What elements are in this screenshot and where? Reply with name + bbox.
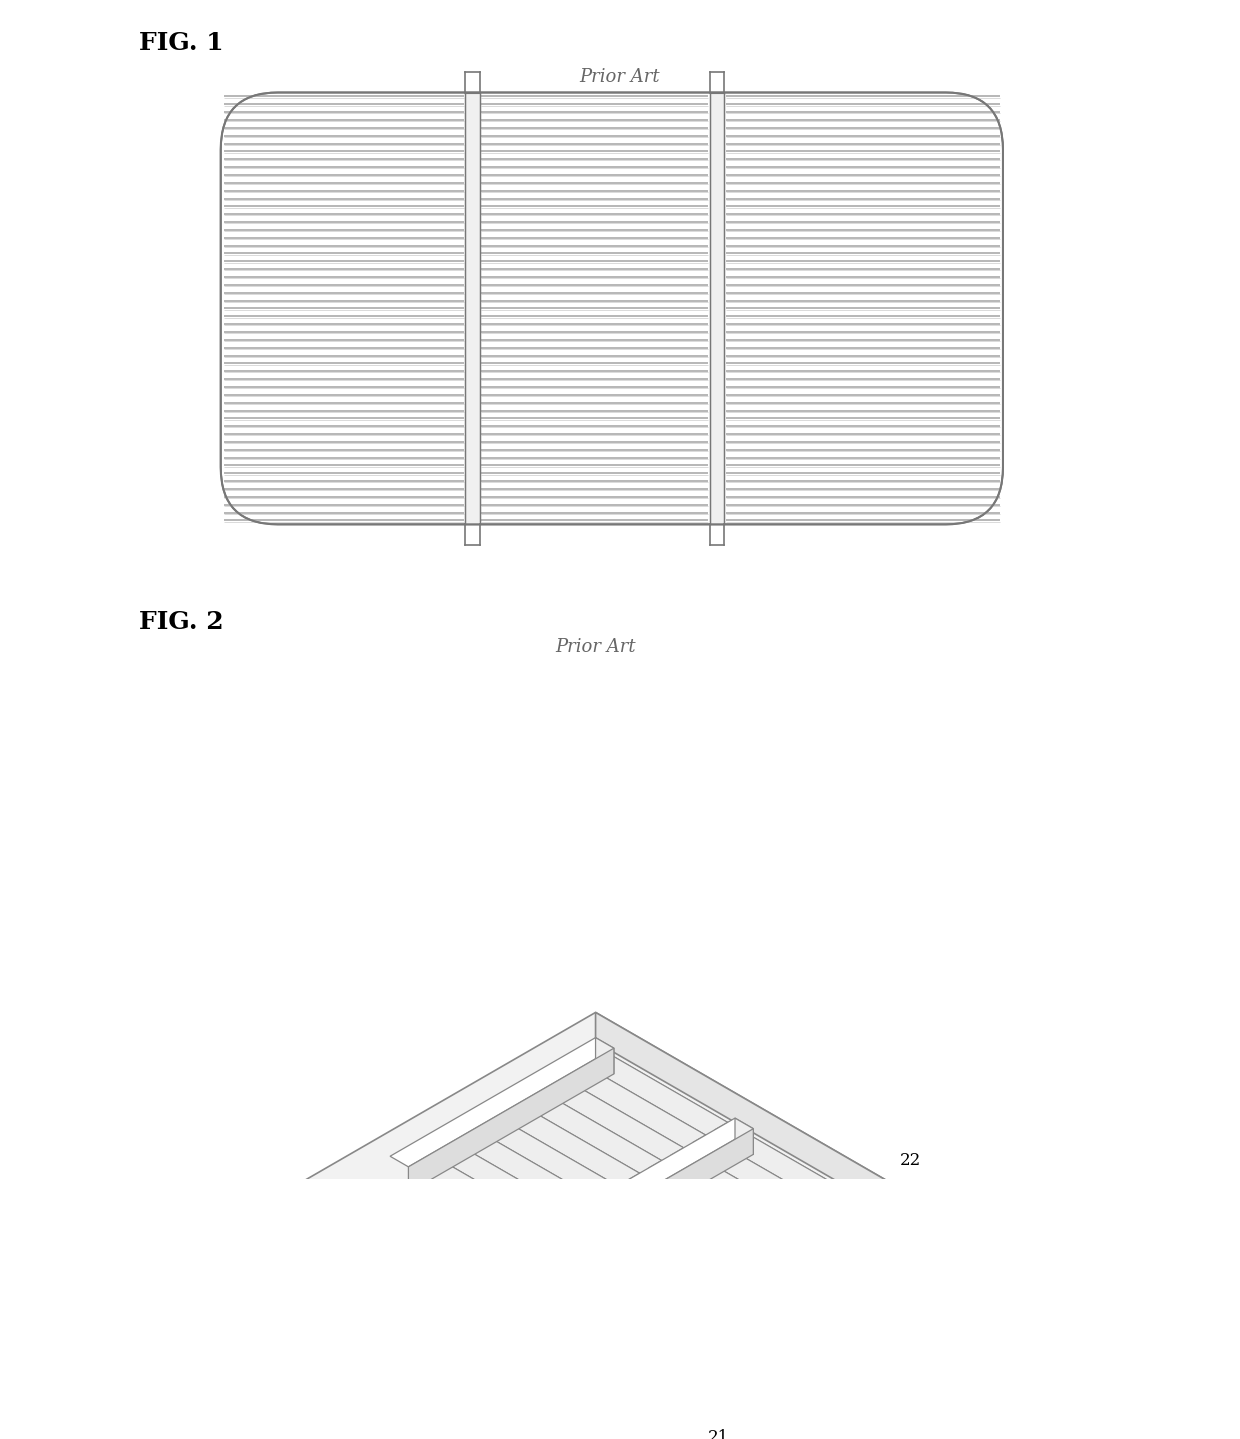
Polygon shape <box>832 1216 846 1249</box>
Polygon shape <box>671 1148 683 1181</box>
Polygon shape <box>746 1132 867 1229</box>
Text: 22: 22 <box>900 1153 921 1170</box>
Polygon shape <box>626 1173 640 1206</box>
Polygon shape <box>461 1128 595 1206</box>
Polygon shape <box>595 1038 614 1073</box>
Polygon shape <box>538 1225 552 1258</box>
Polygon shape <box>601 1209 735 1286</box>
Polygon shape <box>529 1118 754 1248</box>
Polygon shape <box>854 1203 867 1236</box>
Polygon shape <box>430 1154 552 1249</box>
Bar <box>465 92 480 524</box>
Polygon shape <box>475 1128 595 1225</box>
Polygon shape <box>714 1122 728 1156</box>
Polygon shape <box>563 1078 683 1173</box>
Polygon shape <box>584 1065 706 1161</box>
Polygon shape <box>702 1158 823 1253</box>
Polygon shape <box>622 1196 756 1274</box>
Polygon shape <box>453 1141 574 1238</box>
Polygon shape <box>678 1305 691 1338</box>
Polygon shape <box>712 1145 846 1223</box>
Polygon shape <box>557 1235 691 1312</box>
Polygon shape <box>733 1132 867 1210</box>
Polygon shape <box>496 1117 618 1212</box>
Polygon shape <box>595 1013 962 1253</box>
Polygon shape <box>594 1052 728 1130</box>
Polygon shape <box>766 1253 779 1286</box>
Polygon shape <box>484 1117 618 1193</box>
Polygon shape <box>724 1145 846 1242</box>
Polygon shape <box>418 1154 552 1232</box>
Polygon shape <box>591 1222 713 1318</box>
Polygon shape <box>667 1171 801 1249</box>
Polygon shape <box>440 1141 574 1219</box>
Polygon shape <box>744 1266 756 1299</box>
Polygon shape <box>789 1240 801 1274</box>
Polygon shape <box>583 1199 595 1232</box>
Polygon shape <box>693 1135 706 1168</box>
Polygon shape <box>649 1160 662 1193</box>
Polygon shape <box>541 1091 662 1186</box>
Polygon shape <box>658 1184 779 1279</box>
Polygon shape <box>810 1229 823 1262</box>
Text: FIG. 2: FIG. 2 <box>139 610 224 635</box>
Polygon shape <box>701 1292 713 1325</box>
Polygon shape <box>391 1038 614 1167</box>
Polygon shape <box>303 1013 962 1394</box>
Polygon shape <box>645 1184 779 1261</box>
FancyBboxPatch shape <box>221 92 1003 524</box>
Polygon shape <box>680 1171 801 1266</box>
Polygon shape <box>874 1199 893 1235</box>
Polygon shape <box>548 1128 754 1274</box>
Polygon shape <box>722 1279 735 1312</box>
Polygon shape <box>560 1212 574 1245</box>
Text: FIG. 1: FIG. 1 <box>139 32 224 55</box>
Polygon shape <box>636 1196 756 1292</box>
Bar <box>709 92 724 524</box>
Polygon shape <box>606 1052 728 1148</box>
Polygon shape <box>689 1158 823 1236</box>
Polygon shape <box>668 1225 962 1423</box>
Text: Prior Art: Prior Art <box>556 639 636 656</box>
Polygon shape <box>528 1091 662 1168</box>
Polygon shape <box>579 1222 713 1299</box>
Polygon shape <box>687 1209 893 1354</box>
Polygon shape <box>518 1104 640 1199</box>
Polygon shape <box>549 1078 683 1156</box>
Text: 21: 21 <box>708 1429 729 1439</box>
Polygon shape <box>408 1048 614 1193</box>
Polygon shape <box>668 1199 893 1328</box>
Polygon shape <box>506 1104 640 1180</box>
Polygon shape <box>572 1065 706 1143</box>
Polygon shape <box>605 1186 618 1219</box>
Polygon shape <box>570 1235 691 1330</box>
Polygon shape <box>735 1118 754 1154</box>
Text: Prior Art: Prior Art <box>579 68 661 86</box>
Polygon shape <box>614 1209 735 1305</box>
